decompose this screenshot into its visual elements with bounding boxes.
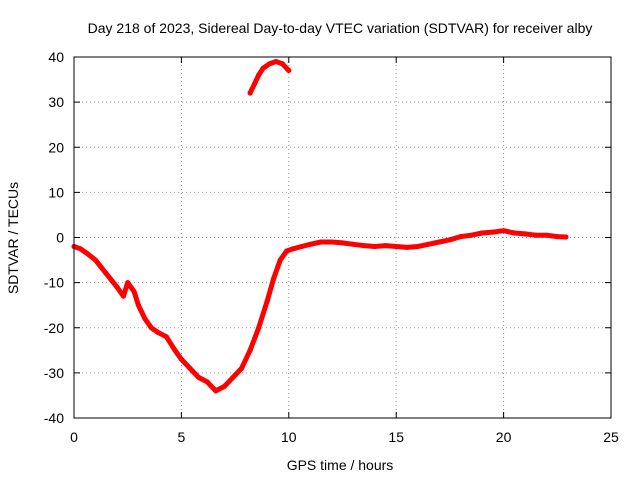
data-point <box>372 244 378 250</box>
data-point <box>251 81 257 87</box>
data-point <box>393 244 399 250</box>
y-tick-label: 10 <box>48 184 64 200</box>
data-point <box>239 365 245 371</box>
data-point <box>221 383 227 389</box>
data-point <box>468 232 474 238</box>
data-point <box>458 234 464 240</box>
data-point <box>142 316 148 322</box>
data-point <box>196 374 202 380</box>
data-point <box>382 243 388 249</box>
data-point <box>340 240 345 246</box>
data-point <box>436 239 442 245</box>
data-point <box>563 234 569 240</box>
data-point <box>135 302 141 308</box>
data-point <box>114 284 120 290</box>
data-point <box>247 90 253 96</box>
data-point <box>511 230 517 236</box>
data-point <box>279 61 285 67</box>
data-point <box>544 232 550 238</box>
x-tick-label: 25 <box>603 429 619 445</box>
y-tick-label: 30 <box>48 94 64 110</box>
data-point <box>286 68 292 74</box>
y-tick-label: -20 <box>44 320 64 336</box>
data-point <box>277 257 283 263</box>
x-tick-label: 5 <box>178 429 186 445</box>
data-point <box>284 248 290 254</box>
data-point <box>307 241 313 247</box>
data-point <box>447 237 453 243</box>
y-tick-label: 0 <box>56 230 64 246</box>
data-point <box>125 280 131 286</box>
data-point <box>479 230 485 236</box>
x-axis-label: GPS time / hours <box>287 457 394 473</box>
data-point <box>266 61 272 67</box>
plot-frame <box>73 56 612 419</box>
x-tick-label: 0 <box>70 429 78 445</box>
y-tick-label: -40 <box>44 410 64 426</box>
data-point <box>77 246 83 252</box>
data-point <box>501 228 507 234</box>
data-point <box>290 246 296 252</box>
data-point <box>247 347 253 353</box>
data-point <box>329 239 335 245</box>
data-point <box>230 374 236 380</box>
data-point <box>172 347 178 353</box>
y-tick-label: -10 <box>44 275 64 291</box>
data-point <box>415 244 421 250</box>
data-point <box>271 275 277 281</box>
data-point <box>131 289 137 295</box>
x-tick-label: 20 <box>496 429 512 445</box>
data-point <box>178 356 184 362</box>
data-point <box>361 243 367 249</box>
data-point <box>187 365 193 371</box>
data-point <box>554 234 560 240</box>
data-point <box>163 334 169 340</box>
data-point <box>350 241 356 247</box>
data-point <box>260 65 266 71</box>
data-point <box>299 244 305 250</box>
data-point <box>256 325 262 331</box>
data-point <box>273 59 279 65</box>
data-point <box>533 232 539 238</box>
data-point <box>213 388 219 394</box>
y-tick-label: 40 <box>48 49 64 65</box>
data-point <box>425 241 431 247</box>
data-point <box>120 293 126 299</box>
data-point <box>92 257 98 263</box>
grid-lines <box>73 56 612 419</box>
data-point <box>318 239 324 245</box>
data-point <box>264 298 270 304</box>
data-point <box>256 72 262 78</box>
data-point <box>490 229 496 235</box>
data-point <box>204 379 210 385</box>
data-point <box>84 250 90 256</box>
y-tick-label: 20 <box>48 139 64 155</box>
y-axis-label: SDTVAR / TECUs <box>5 182 21 294</box>
x-tick-label: 15 <box>388 429 404 445</box>
data-series <box>71 59 569 394</box>
data-point <box>522 231 528 237</box>
y-tick-label: -30 <box>44 365 64 381</box>
data-point <box>103 271 109 277</box>
x-tick-label: 10 <box>281 429 297 445</box>
data-point <box>155 329 161 335</box>
chart-title: Day 218 of 2023, Sidereal Day-to-day VTE… <box>88 20 593 36</box>
data-point <box>148 325 154 331</box>
tick-labels: 0 5 10 15 20 25 -40 -30 -20 -10 0 10 20 30 40 <box>44 49 619 445</box>
data-point <box>404 244 410 250</box>
